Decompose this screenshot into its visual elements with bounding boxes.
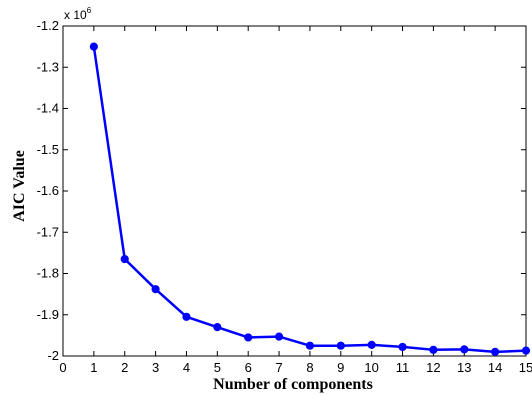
- y-axis: -1.2 -1.3 -1.4 -1.5 -1.6 -1.7 -1.8 -1.9 -2: [37, 18, 526, 363]
- y-tick-label: -1.9: [37, 307, 59, 322]
- data-point: [89, 42, 98, 51]
- data-point: [521, 346, 531, 355]
- y-tick-label: -1.6: [37, 183, 59, 198]
- x-tick-label: 7: [275, 360, 282, 375]
- y-tick-label: -1.8: [37, 266, 59, 281]
- data-point: [182, 312, 191, 321]
- y-multiplier-label: x 106: [64, 6, 92, 22]
- data-point: [460, 345, 469, 354]
- x-tick-label: 6: [245, 360, 252, 375]
- x-tick-label: 13: [457, 360, 471, 375]
- y-multiplier-exponent: 6: [87, 6, 92, 15]
- data-point: [213, 323, 222, 332]
- data-point: [367, 340, 376, 349]
- x-tick-label: 4: [183, 360, 190, 375]
- x-tick-label: 8: [306, 360, 313, 375]
- x-tick-label: 14: [488, 360, 502, 375]
- x-tick-label: 3: [152, 360, 159, 375]
- data-point: [120, 254, 129, 264]
- plot-frame: [62, 25, 527, 357]
- data-point: [491, 347, 500, 356]
- y-tick-label: -1.5: [37, 142, 59, 157]
- x-tick-label: 1: [90, 360, 97, 375]
- x-tick-label: 11: [396, 360, 410, 375]
- series-layer: [89, 42, 531, 356]
- data-point: [305, 341, 315, 350]
- y-tick-label: -1.7: [37, 224, 59, 239]
- data-point: [398, 342, 407, 352]
- y-tick-label: -2: [47, 348, 59, 363]
- x-tick-label: 15: [519, 360, 532, 375]
- data-point: [429, 345, 438, 354]
- data-point: [244, 333, 253, 342]
- data-point: [151, 285, 160, 294]
- plot-area: [62, 25, 527, 357]
- x-tick-label: 9: [337, 360, 344, 375]
- data-point: [274, 332, 284, 341]
- y-tick-label: -1.2: [37, 18, 59, 33]
- x-tick-label: 12: [426, 360, 440, 375]
- x-tick-label: 2: [121, 360, 128, 375]
- y-tick-label: -1.3: [37, 59, 59, 74]
- data-point: [336, 341, 345, 350]
- y-axis-title: AIC Value: [11, 150, 28, 222]
- x-axis: 0 1 2 3 4 5 6 7 8 9 10 11 12 13 14 15: [59, 26, 532, 375]
- y-tick-label: -1.4: [37, 101, 59, 116]
- x-tick-label: 10: [364, 360, 378, 375]
- x-axis-title: Number of components: [213, 376, 373, 393]
- y-multiplier-base: x 10: [64, 8, 87, 22]
- x-tick-label: 0: [59, 360, 66, 375]
- x-tick-label: 5: [214, 360, 221, 375]
